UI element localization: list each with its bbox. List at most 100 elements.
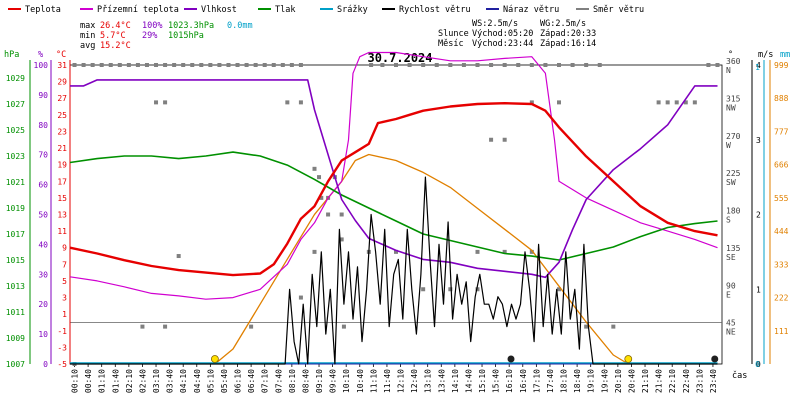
tick-ms-4: 0 <box>756 360 761 369</box>
axis-title-ms: m/s <box>758 50 773 60</box>
tick-pct-10: 0 <box>43 360 48 369</box>
series-pressure <box>69 151 718 261</box>
wind-dir-point-0 <box>72 63 77 67</box>
info-ws: WS:2.5m/s <box>472 19 518 29</box>
series-temperature <box>69 102 718 277</box>
x-tick-label-29: 14:40 <box>464 369 473 393</box>
x-tick-label-17: 08:40 <box>301 369 310 393</box>
stats-avg-label: avg <box>80 41 95 51</box>
tick-temp-5: 21 <box>57 144 67 153</box>
x-tick-label-6: 03:10 <box>152 369 161 393</box>
tick-mm-1: 0 <box>755 360 760 369</box>
legend-label-5: Rychlost větru <box>399 5 471 15</box>
x-tick-label-5: 02:40 <box>138 369 147 393</box>
x-tick-label-26: 13:10 <box>424 369 433 393</box>
wind-dir-point-57 <box>683 100 688 105</box>
wind-dir-point-53 <box>597 63 602 67</box>
wind-dir-point-75 <box>584 324 589 329</box>
x-tick-label-11: 05:40 <box>220 369 229 393</box>
tick-dir-deg-6: 90 <box>726 281 736 290</box>
tick-dir-name-6: E <box>726 290 731 299</box>
tick-temp-14: 3 <box>62 294 67 303</box>
wind-dir-point-64 <box>502 137 507 142</box>
x-tick-label-36: 18:10 <box>560 369 569 393</box>
tick-solar-6: 333 <box>774 260 789 269</box>
sun-marker-0 <box>210 355 219 363</box>
tick-pct-8: 20 <box>38 300 48 309</box>
x-tick-label-35: 17:40 <box>546 369 555 393</box>
x-tick-label-16: 08:10 <box>288 369 297 393</box>
tick-solar-4: 555 <box>774 194 789 203</box>
x-tick-label-18: 09:10 <box>315 369 324 393</box>
axis-title-mm: mm <box>780 50 790 60</box>
legend-label-2: Vlhkost <box>201 5 237 15</box>
x-tick-label-24: 12:10 <box>397 369 406 393</box>
tick-dir-name-2: W <box>726 141 731 150</box>
tick-temp-17: -3 <box>57 343 67 352</box>
tick-dir-deg-1: 315 <box>726 94 741 103</box>
wind-dir-point-17 <box>226 63 231 67</box>
x-tick-label-23: 11:40 <box>383 369 392 393</box>
wind-dir-point-48 <box>529 63 534 67</box>
x-tick-label-25: 12:40 <box>410 369 419 393</box>
wind-dir-point-38 <box>394 63 398 67</box>
info-moon-label: Měsíc <box>438 39 464 49</box>
wind-dir-point-30 <box>312 166 317 171</box>
x-tick-label-44: 22:10 <box>668 369 677 393</box>
x-tick-label-22: 11:10 <box>369 369 378 393</box>
tick-dir-name-5: SE <box>726 253 736 262</box>
stats-max-rain: 0.0mm <box>227 21 253 31</box>
x-tick-label-14: 07:10 <box>261 369 270 393</box>
tick-temp-1: 29 <box>57 78 67 87</box>
axis-title-dir: ° <box>728 50 733 60</box>
wind-dir-point-8 <box>144 63 149 67</box>
wind-dir-point-10 <box>163 63 168 67</box>
tick-temp-9: 13 <box>57 211 67 220</box>
wind-dir-point-69 <box>163 324 168 329</box>
wind-dir-point-45 <box>489 63 494 67</box>
x-tick-label-21: 10:40 <box>356 369 365 393</box>
tick-solar-2: 777 <box>774 127 789 136</box>
tick-solar-0: 999 <box>774 61 789 70</box>
chart-legend: Teplota Přízemní teplota Vlhkost Tlak Srážky… <box>8 5 644 15</box>
wind-dir-point-41 <box>434 63 439 67</box>
x-tick-label-42: 21:10 <box>641 369 650 393</box>
tick-hpa-4: 1021 <box>6 178 25 187</box>
tick-pct-3: 70 <box>38 151 48 160</box>
x-tick-label-45: 22:40 <box>682 369 691 393</box>
tick-temp-0: 31 <box>57 61 67 70</box>
axis-title-temp: °C <box>56 50 66 60</box>
x-tick-label-10: 05:10 <box>206 369 215 393</box>
tick-pct-7: 30 <box>38 270 48 279</box>
wind-dir-point-12 <box>181 63 186 67</box>
wind-dir-point-14 <box>199 63 204 67</box>
wind-dir-point-52 <box>584 63 589 67</box>
x-tick-label-9: 04:40 <box>193 369 202 393</box>
wind-dir-point-31 <box>317 175 322 180</box>
x-tick-label-41: 20:40 <box>627 369 636 393</box>
tick-temp-4: 23 <box>57 127 67 136</box>
x-tick-label-2: 01:10 <box>98 369 107 393</box>
wind-dir-point-37 <box>380 63 385 67</box>
info-sunset: Západ:20:33 <box>540 29 596 39</box>
wind-dir-point-49 <box>543 63 548 67</box>
tick-dir-deg-5: 135 <box>726 244 741 253</box>
tick-ms-0: 4 <box>756 61 761 70</box>
tick-dir-deg-7: 45 <box>726 319 736 328</box>
tick-dir-name-0: N <box>726 66 731 75</box>
wind-dir-point-67 <box>249 324 254 329</box>
tick-dir-name-1: NW <box>726 103 736 112</box>
wind-dir-point-19 <box>244 63 249 67</box>
tick-pct-2: 80 <box>38 121 48 130</box>
wind-dir-point-6 <box>126 63 131 67</box>
tick-solar-1: 888 <box>774 94 789 103</box>
wind-dir-point-74 <box>529 249 534 254</box>
legend-label-6: Náraz větru <box>503 5 559 15</box>
stats-max-press: 1023.3hPa <box>168 21 214 31</box>
tick-dir-deg-2: 270 <box>726 132 741 141</box>
wind-dir-point-32 <box>319 195 324 200</box>
axis-title-time: čas <box>732 370 747 381</box>
sun-marker-1 <box>624 355 633 363</box>
x-tick-label-31: 15:40 <box>492 369 501 393</box>
series-ground-temp <box>69 51 718 300</box>
